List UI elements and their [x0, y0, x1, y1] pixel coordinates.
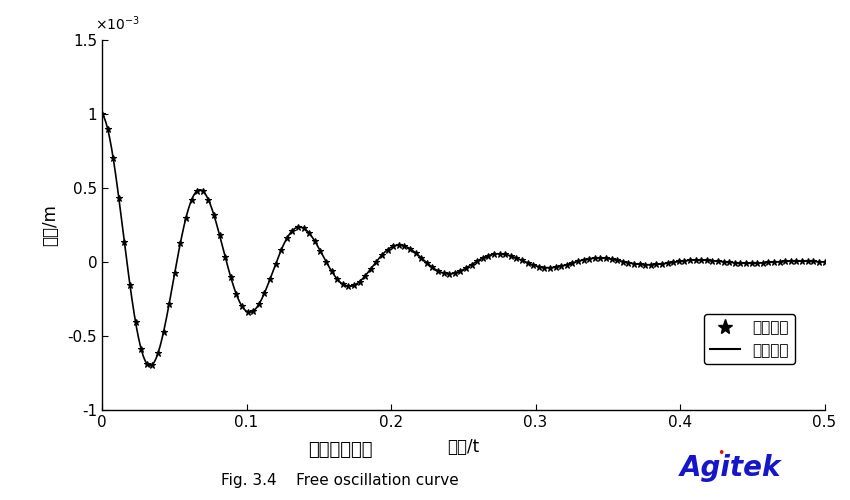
Y-axis label: 位移/m: 位移/m	[41, 204, 60, 246]
Text: Fig. 3.4    Free oscillation curve: Fig. 3.4 Free oscillation curve	[221, 472, 459, 488]
Legend: 试验曲线, 拟合曲线: 试验曲线, 拟合曲线	[704, 314, 796, 364]
Text: •: •	[717, 448, 724, 460]
Text: $\times10^{-3}$: $\times10^{-3}$	[95, 14, 139, 32]
X-axis label: 时间/t: 时间/t	[447, 438, 479, 456]
Text: Agitek: Agitek	[680, 454, 781, 481]
Text: 自由振荡曲线: 自由振荡曲线	[308, 441, 372, 459]
